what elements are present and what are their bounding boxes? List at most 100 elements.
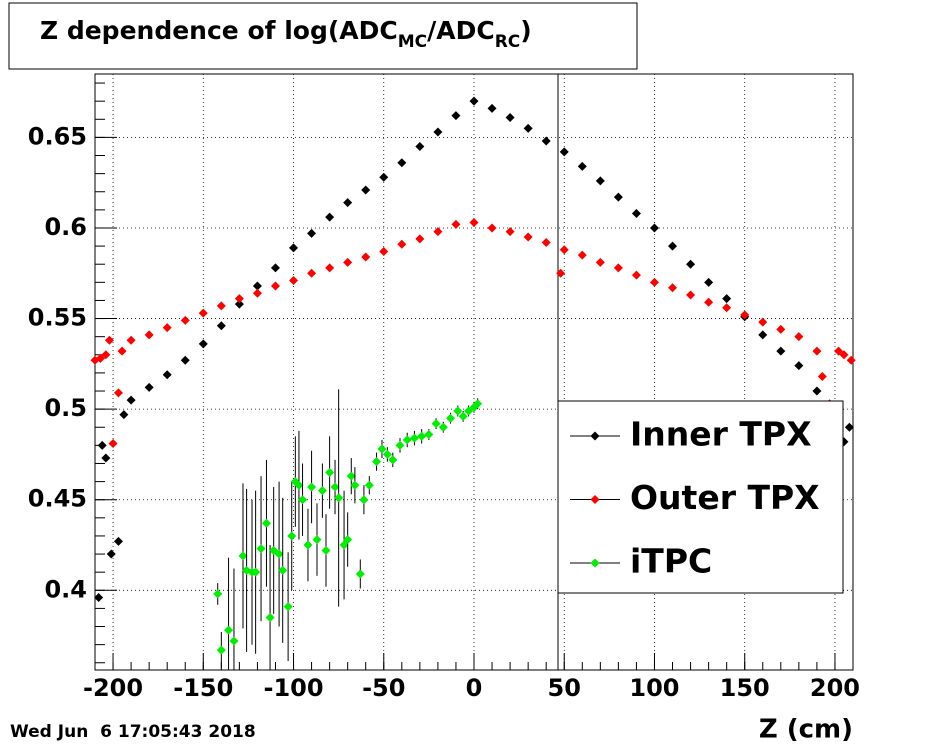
data-point (216, 301, 226, 311)
data-point (559, 245, 569, 255)
data-point (451, 111, 461, 121)
data-point (722, 303, 732, 313)
data-point (283, 602, 293, 612)
title-text: ) (520, 16, 531, 45)
data-point (252, 288, 262, 298)
data-point (523, 232, 533, 242)
data-point (505, 112, 515, 122)
data-point (229, 636, 239, 646)
legend-label: Inner TPX (630, 415, 812, 454)
data-point (631, 208, 641, 218)
data-point (234, 299, 244, 309)
data-point (317, 486, 327, 496)
x-tick-label: 0 (466, 674, 483, 702)
legend-label: Outer TPX (630, 478, 820, 517)
data-point (126, 335, 136, 345)
data-point (382, 449, 392, 459)
data-point (180, 355, 190, 365)
data-point (350, 480, 360, 490)
x-tick-label: 50 (548, 674, 581, 702)
data-point (758, 317, 768, 327)
data-point (541, 136, 551, 146)
data-point (289, 276, 299, 286)
data-point (613, 263, 623, 273)
data-point (415, 141, 425, 151)
data-point (740, 310, 750, 320)
data-point (364, 480, 374, 490)
data-point (758, 330, 768, 340)
data-point (330, 482, 340, 492)
data-point (817, 372, 827, 382)
data-point (686, 290, 696, 300)
data-point (839, 350, 849, 360)
data-point (359, 495, 369, 505)
data-point (388, 455, 398, 465)
data-point (464, 406, 474, 416)
data-point (270, 263, 280, 273)
y-tick-label: 0.65 (28, 122, 87, 150)
y-tick-label: 0.4 (44, 575, 87, 603)
data-point (198, 308, 208, 318)
x-tick-label: -150 (173, 674, 233, 702)
data-point (343, 257, 353, 267)
x-tick-label: -50 (362, 674, 405, 702)
x-tick-label: 100 (629, 674, 679, 702)
x-tick-label: -200 (83, 674, 143, 702)
data-point (294, 480, 304, 490)
data-point (252, 281, 262, 291)
legend-box (557, 400, 844, 594)
data-point (108, 439, 118, 449)
data-point (234, 294, 244, 304)
data-point (409, 433, 419, 443)
title-subscript: MC (398, 32, 427, 52)
data-point (417, 431, 427, 441)
data-point (844, 422, 854, 432)
data-point (113, 388, 123, 398)
y-tick-label: 0.55 (28, 304, 87, 332)
data-point (334, 493, 344, 503)
data-point (287, 531, 297, 541)
data-point (812, 386, 822, 396)
data-point (113, 536, 123, 546)
data-point (198, 339, 208, 349)
data-point (312, 535, 322, 545)
data-point (325, 263, 335, 273)
data-point (117, 346, 127, 356)
y-tick-label: 0.5 (44, 394, 87, 422)
series (213, 389, 483, 670)
data-point (397, 239, 407, 249)
data-point (686, 259, 696, 269)
data-point (395, 440, 405, 450)
data-point (377, 444, 387, 454)
data-point (101, 350, 111, 360)
data-point (289, 243, 299, 253)
x-tick-label: 150 (720, 674, 770, 702)
data-point (379, 247, 389, 257)
data-point (224, 625, 234, 635)
data-point (438, 422, 448, 432)
timestamp: Wed Jun 6 17:05:43 2018 (10, 722, 256, 742)
data-point (453, 406, 463, 416)
data-point (402, 435, 412, 445)
y-tick-label: 0.6 (44, 213, 87, 241)
data-point (298, 495, 308, 505)
data-point (523, 123, 533, 133)
data-point (379, 172, 389, 182)
data-point (238, 551, 248, 561)
legend-marker (590, 558, 600, 568)
data-point (776, 324, 786, 334)
series (90, 218, 856, 449)
data-point (415, 234, 425, 244)
data-point (704, 297, 714, 307)
data-point (433, 127, 443, 137)
data-point (431, 419, 441, 429)
data-point (256, 544, 266, 554)
data-point (106, 549, 116, 559)
data-point (794, 332, 804, 342)
data-point (162, 323, 172, 333)
x-tick-label: 200 (810, 674, 860, 702)
data-point (162, 370, 172, 380)
data-point (424, 429, 434, 439)
data-point (261, 518, 271, 528)
series (94, 96, 854, 603)
